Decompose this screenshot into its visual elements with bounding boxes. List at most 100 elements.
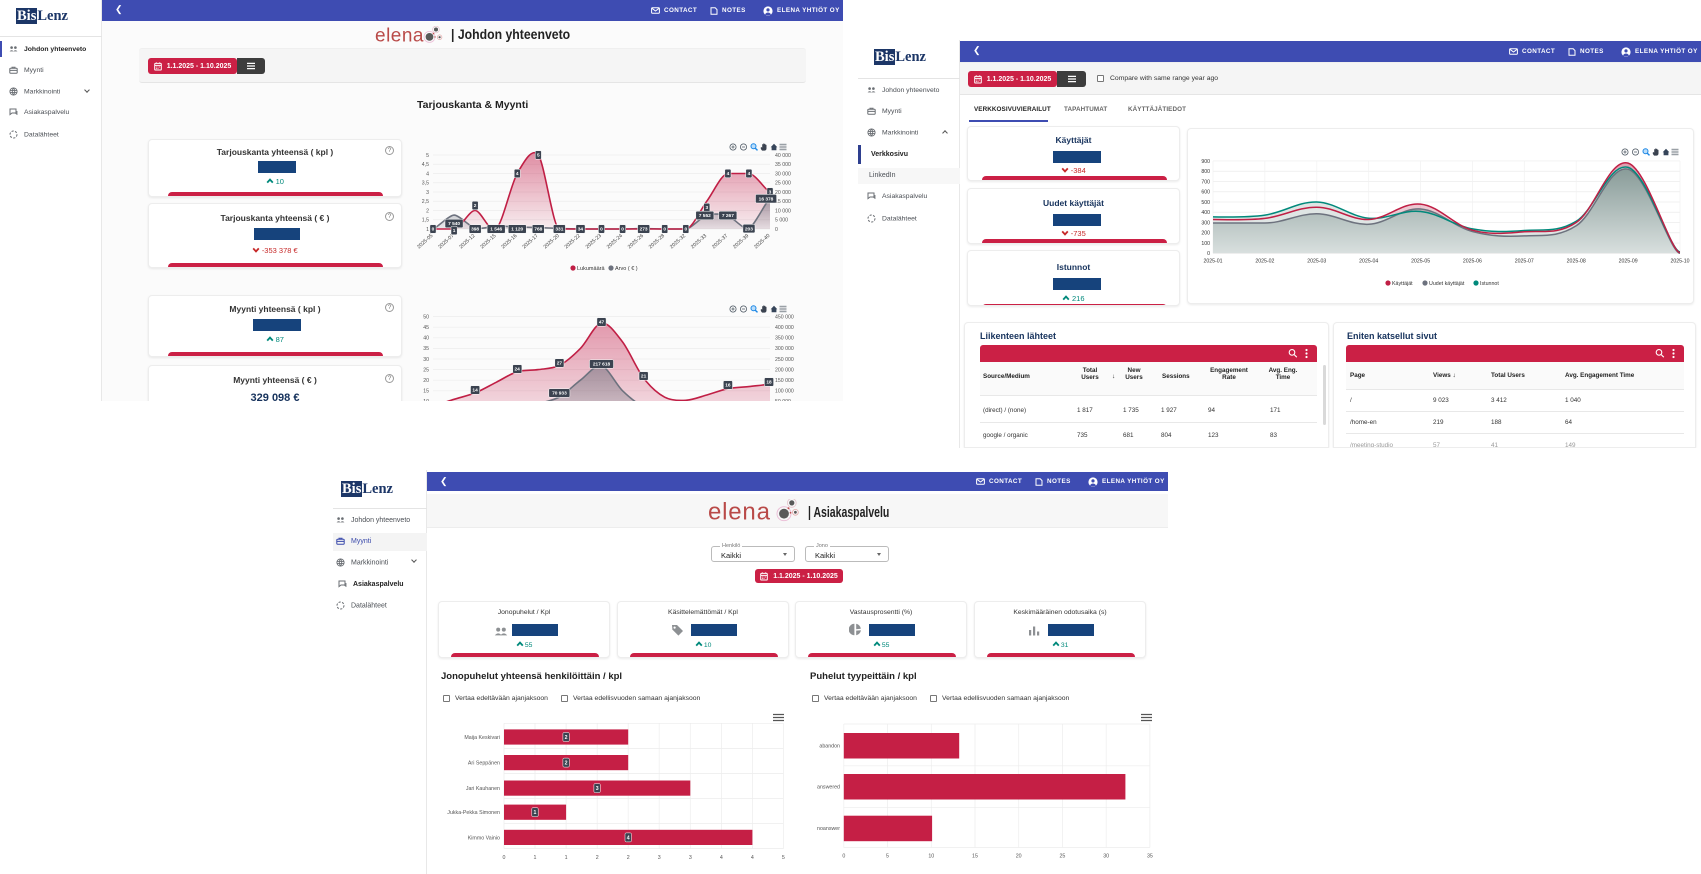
svg-text:3: 3 (705, 205, 708, 211)
svg-text:Ari Seppänen: Ari Seppänen (468, 761, 500, 767)
svg-text:18: 18 (766, 380, 772, 386)
svg-text:100: 100 (1201, 241, 1210, 247)
svg-text:2025-16: 2025-16 (500, 233, 518, 250)
svg-text:0: 0 (432, 227, 435, 233)
svg-text:2025-10: 2025-10 (1670, 259, 1689, 265)
svg-text:Käyttäjät: Käyttäjät (1392, 281, 1413, 287)
svg-text:20: 20 (1016, 854, 1022, 860)
svg-text:4,5: 4,5 (422, 162, 429, 168)
svg-text:7 552: 7 552 (699, 213, 711, 219)
svg-text:7 540: 7 540 (448, 221, 460, 227)
svg-text:4: 4 (720, 855, 723, 861)
svg-text:noanswer: noanswer (817, 826, 840, 832)
svg-text:0: 0 (621, 227, 624, 233)
svg-text:2025-20: 2025-20 (543, 233, 561, 250)
svg-text:Jukka-Pekka Simonen: Jukka-Pekka Simonen (447, 810, 500, 816)
svg-text:20: 20 (423, 378, 429, 384)
svg-text:elena: elena (708, 499, 771, 526)
svg-text:Kimmo Vainio: Kimmo Vainio (468, 835, 500, 841)
svg-text:2: 2 (426, 208, 429, 214)
svg-text:1,5: 1,5 (422, 218, 429, 224)
svg-text:3: 3 (658, 855, 661, 861)
svg-text:2025-24: 2025-24 (606, 233, 624, 250)
svg-text:21: 21 (641, 374, 647, 380)
svg-text:25: 25 (423, 367, 429, 373)
svg-text:20 000: 20 000 (775, 190, 791, 196)
svg-text:2025-15: 2025-15 (479, 233, 497, 250)
svg-text:70 933: 70 933 (552, 391, 567, 397)
svg-text:0: 0 (503, 855, 506, 861)
svg-text:10: 10 (928, 854, 934, 860)
svg-text:273: 273 (640, 227, 648, 233)
svg-text:34: 34 (578, 227, 584, 233)
svg-text:abandon: abandon (819, 744, 840, 750)
svg-text:2025-39: 2025-39 (732, 233, 750, 250)
svg-text:0: 0 (1207, 251, 1210, 257)
svg-text:2025-28: 2025-28 (648, 233, 666, 250)
svg-text:1: 1 (453, 228, 456, 234)
svg-text:2,5: 2,5 (422, 199, 429, 205)
svg-text:2025-05: 2025-05 (416, 233, 434, 250)
svg-text:24: 24 (515, 367, 521, 373)
svg-text:answered: answered (817, 785, 840, 791)
svg-text:2: 2 (474, 203, 477, 209)
svg-text:2025-07: 2025-07 (437, 233, 455, 250)
svg-text:2025-07: 2025-07 (1515, 259, 1534, 265)
svg-text:16: 16 (725, 383, 731, 389)
svg-text:2025-22: 2025-22 (564, 233, 582, 250)
svg-text:3: 3 (769, 190, 772, 196)
svg-text:3: 3 (689, 855, 692, 861)
svg-text:30: 30 (423, 357, 429, 363)
svg-text:5: 5 (537, 153, 540, 159)
svg-text:10: 10 (423, 399, 429, 401)
svg-text:350 000: 350 000 (775, 336, 794, 342)
svg-text:4: 4 (627, 835, 630, 841)
svg-text:600: 600 (1201, 190, 1210, 196)
svg-text:30 000: 30 000 (775, 171, 791, 177)
svg-text:30: 30 (1103, 854, 1109, 860)
svg-text:35 000: 35 000 (775, 162, 791, 168)
svg-text:2025-09: 2025-09 (1619, 259, 1638, 265)
svg-text:2: 2 (565, 761, 568, 767)
svg-text:700: 700 (1201, 179, 1210, 185)
svg-text:0: 0 (600, 227, 603, 233)
svg-text:2: 2 (565, 735, 568, 741)
svg-text:Istunnot: Istunnot (1480, 281, 1499, 287)
svg-text:250 000: 250 000 (775, 357, 794, 363)
svg-text:1: 1 (534, 810, 537, 816)
svg-text:900: 900 (1201, 159, 1210, 165)
svg-text:2025-12: 2025-12 (458, 233, 476, 250)
svg-text:Arvo ( € ): Arvo ( € ) (615, 266, 638, 272)
svg-text:16 378: 16 378 (759, 196, 774, 202)
svg-text:2025-37: 2025-37 (711, 233, 729, 250)
svg-text:7 267: 7 267 (722, 213, 734, 219)
svg-text:300: 300 (1201, 220, 1210, 226)
svg-text:4: 4 (727, 171, 730, 177)
svg-text:398: 398 (471, 227, 479, 233)
svg-text:2025-06: 2025-06 (1463, 259, 1482, 265)
svg-text:100 000: 100 000 (775, 389, 794, 395)
svg-text:2: 2 (596, 855, 599, 861)
svg-text:2025-03: 2025-03 (1307, 259, 1326, 265)
svg-text:47: 47 (599, 320, 605, 326)
svg-text:2025-02: 2025-02 (1255, 259, 1274, 265)
svg-text:5 000: 5 000 (775, 218, 788, 224)
svg-text:15 000: 15 000 (775, 199, 791, 205)
svg-text:800: 800 (1201, 169, 1210, 175)
svg-text:450 000: 450 000 (775, 314, 794, 320)
svg-text:2025-17: 2025-17 (521, 233, 539, 250)
svg-text:2: 2 (627, 855, 630, 861)
svg-text:0: 0 (663, 227, 666, 233)
svg-text:1: 1 (565, 855, 568, 861)
svg-text:2025-40: 2025-40 (753, 233, 771, 250)
svg-text:2025-01: 2025-01 (1203, 259, 1222, 265)
svg-text:2025-04: 2025-04 (1359, 259, 1378, 265)
svg-text:50: 50 (423, 314, 429, 320)
svg-text:3,5: 3,5 (422, 181, 429, 187)
svg-text:35: 35 (1147, 854, 1153, 860)
svg-text:35: 35 (423, 346, 429, 352)
svg-text:40 000: 40 000 (775, 153, 791, 159)
svg-text:2025-32: 2025-32 (669, 233, 687, 250)
svg-text:Uudet käyttäjät: Uudet käyttäjät (1429, 281, 1465, 287)
svg-text:150 000: 150 000 (775, 378, 794, 384)
